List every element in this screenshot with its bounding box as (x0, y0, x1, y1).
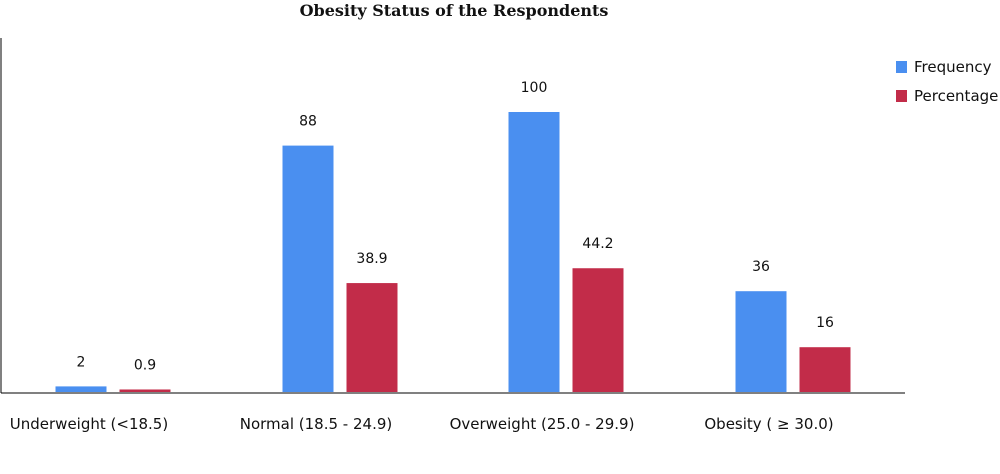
bar-frequency-2 (508, 112, 560, 392)
data-label-frequency-1: 88 (299, 114, 317, 130)
bar-frequency-1 (282, 145, 334, 392)
category-label-1: Normal (18.5 - 24.9) (240, 415, 393, 433)
data-label-percentage-1: 38.9 (356, 251, 387, 267)
legend-label-percentage: Percentage (914, 87, 998, 105)
bar-percentage-2 (572, 268, 624, 392)
legend-swatch-percentage (896, 90, 907, 102)
legend-swatch-frequency (896, 61, 907, 73)
bars-group (55, 112, 851, 392)
data-label-percentage-0: 0.9 (134, 357, 156, 373)
category-label-3: Obesity ( ≥ 30.0) (704, 415, 833, 433)
legend-label-frequency: Frequency (914, 58, 992, 76)
category-labels-group: Underweight (<18.5) Normal (18.5 - 24.9) O… (10, 415, 834, 433)
bar-frequency-3 (735, 291, 787, 392)
category-label-0: Underweight (<18.5) (10, 415, 168, 433)
data-label-percentage-3: 16 (816, 315, 834, 331)
data-label-frequency-2: 100 (521, 80, 548, 96)
legend: Frequency Percentage (896, 58, 998, 105)
bar-percentage-1 (346, 283, 398, 392)
chart-title: Obesity Status of the Respondents (300, 1, 609, 20)
value-labels-group: 2 0.9 88 38.9 100 44.2 36 16 (77, 80, 834, 373)
bar-frequency-0 (55, 386, 107, 392)
data-label-frequency-3: 36 (752, 259, 770, 275)
data-label-percentage-2: 44.2 (582, 236, 613, 252)
bar-percentage-0 (119, 389, 171, 392)
bar-percentage-3 (799, 347, 851, 392)
data-label-frequency-0: 2 (77, 354, 86, 370)
category-label-2: Overweight (25.0 - 29.9) (450, 415, 635, 433)
